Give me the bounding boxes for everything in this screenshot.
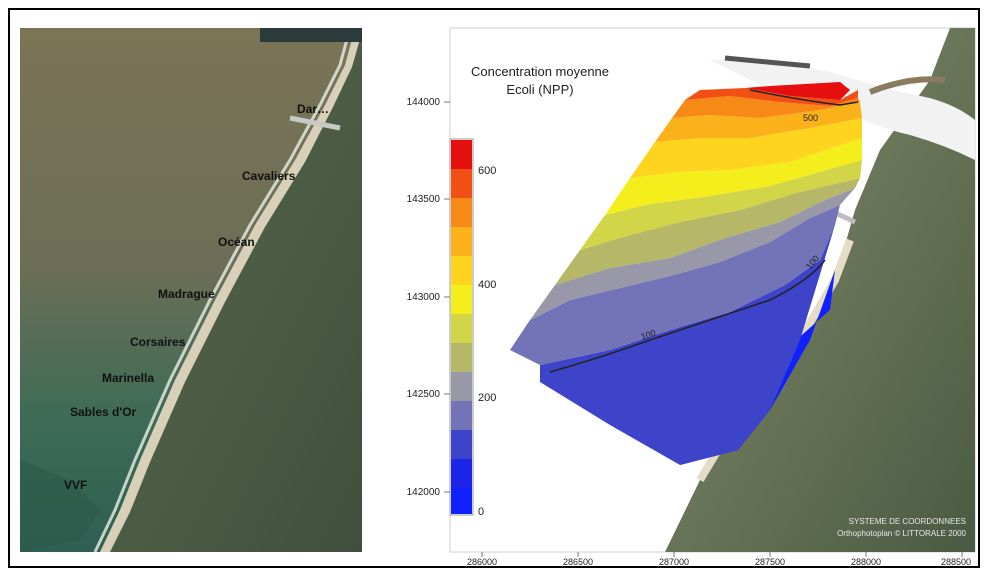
legend-swatch <box>451 488 472 514</box>
figure-svg: Dar… Cavaliers Océan Madrague Corsaires … <box>20 27 976 567</box>
color-legend: 600 400 200 0 <box>449 138 496 518</box>
band-100-150 <box>510 205 840 365</box>
band-300-350 <box>605 138 862 215</box>
legend-swatch <box>451 372 472 401</box>
x-tick-label: 287000 <box>659 557 689 566</box>
band-150-200 <box>530 188 855 320</box>
legend-swatch <box>451 140 472 169</box>
legend-swatch <box>451 256 472 285</box>
band-200-250 <box>555 178 860 285</box>
band-450-500 <box>672 96 860 118</box>
band-250-300 <box>580 160 862 250</box>
x-tick-label: 287500 <box>755 557 785 566</box>
legend-swatch <box>451 198 472 227</box>
right-contour-map: 500 100 100 Concentration moyenne Ecoli … <box>407 27 976 567</box>
y-tick-label: 142500 <box>407 389 441 400</box>
jetty-south <box>868 76 946 95</box>
map-title-line1: Concentration moyenne <box>471 64 609 79</box>
beach-label-madrague: Madrague <box>158 287 215 301</box>
legend-swatch <box>451 459 472 488</box>
y-tick-label: 142000 <box>407 487 441 498</box>
band-550-600 <box>745 82 850 100</box>
legend-swatch <box>451 227 472 256</box>
band-50-100 <box>540 225 835 465</box>
legend-swatch <box>451 343 472 372</box>
x-tick-label: 288000 <box>851 557 881 566</box>
beach-label-ocean: Océan <box>218 235 255 249</box>
contour-line-100 <box>549 259 826 373</box>
beach-label-corsaires: Corsaires <box>130 335 186 349</box>
x-tick-label: 286500 <box>563 557 593 566</box>
legend-swatch <box>451 314 472 343</box>
beach-label-vvf: VVF <box>64 478 87 492</box>
x-tick-label: 288500 <box>941 557 971 566</box>
y-axis: 144000 143500 143000 142500 142000 <box>407 97 450 498</box>
legend-tick-600: 600 <box>478 165 496 177</box>
legend-swatch <box>451 401 472 430</box>
legend-tick-0: 0 <box>478 506 484 518</box>
beach-label-sables-dor: Sables d'Or <box>70 405 137 419</box>
contour-label-100-a: 100 <box>640 328 657 342</box>
x-axis: 286000 286500 287000 287500 288000 28850… <box>467 552 971 567</box>
map-title-line2: Ecoli (NPP) <box>506 82 573 97</box>
figure-frame: Dar… Cavaliers Océan Madrague Corsaires … <box>8 8 980 568</box>
credit-line-2: Orthophotoplan © LITTORALE 2000 <box>837 529 966 538</box>
contour-label-500: 500 <box>803 113 818 123</box>
beach-strip <box>100 28 362 552</box>
legend-tick-200: 200 <box>478 392 496 404</box>
beach-label-darse: Dar… <box>297 102 329 116</box>
y-tick-label: 144000 <box>407 97 441 108</box>
left-aerial-map: Dar… Cavaliers Océan Madrague Corsaires … <box>20 27 362 553</box>
band-350-400 <box>630 118 862 178</box>
bay-shallow <box>20 460 100 552</box>
beach-label-marinella: Marinella <box>102 371 154 385</box>
beach-label-cavaliers: Cavaliers <box>242 169 296 183</box>
band-400-450 <box>655 102 862 142</box>
y-tick-label: 143000 <box>407 292 441 303</box>
contour-line-500 <box>749 89 859 106</box>
credit-line-1: SYSTEME DE COORDONNEES <box>849 517 966 526</box>
contour-bands <box>510 82 862 465</box>
x-tick-label: 286000 <box>467 557 497 566</box>
y-tick-label: 143500 <box>407 194 441 205</box>
legend-swatch <box>451 169 472 198</box>
surf-line <box>93 27 352 553</box>
jetty-north <box>724 55 811 69</box>
pier-left <box>289 115 341 131</box>
legend-swatch <box>451 285 472 314</box>
legend-swatch <box>451 430 472 459</box>
jetty-top <box>260 28 362 42</box>
legend-tick-400: 400 <box>478 279 496 291</box>
